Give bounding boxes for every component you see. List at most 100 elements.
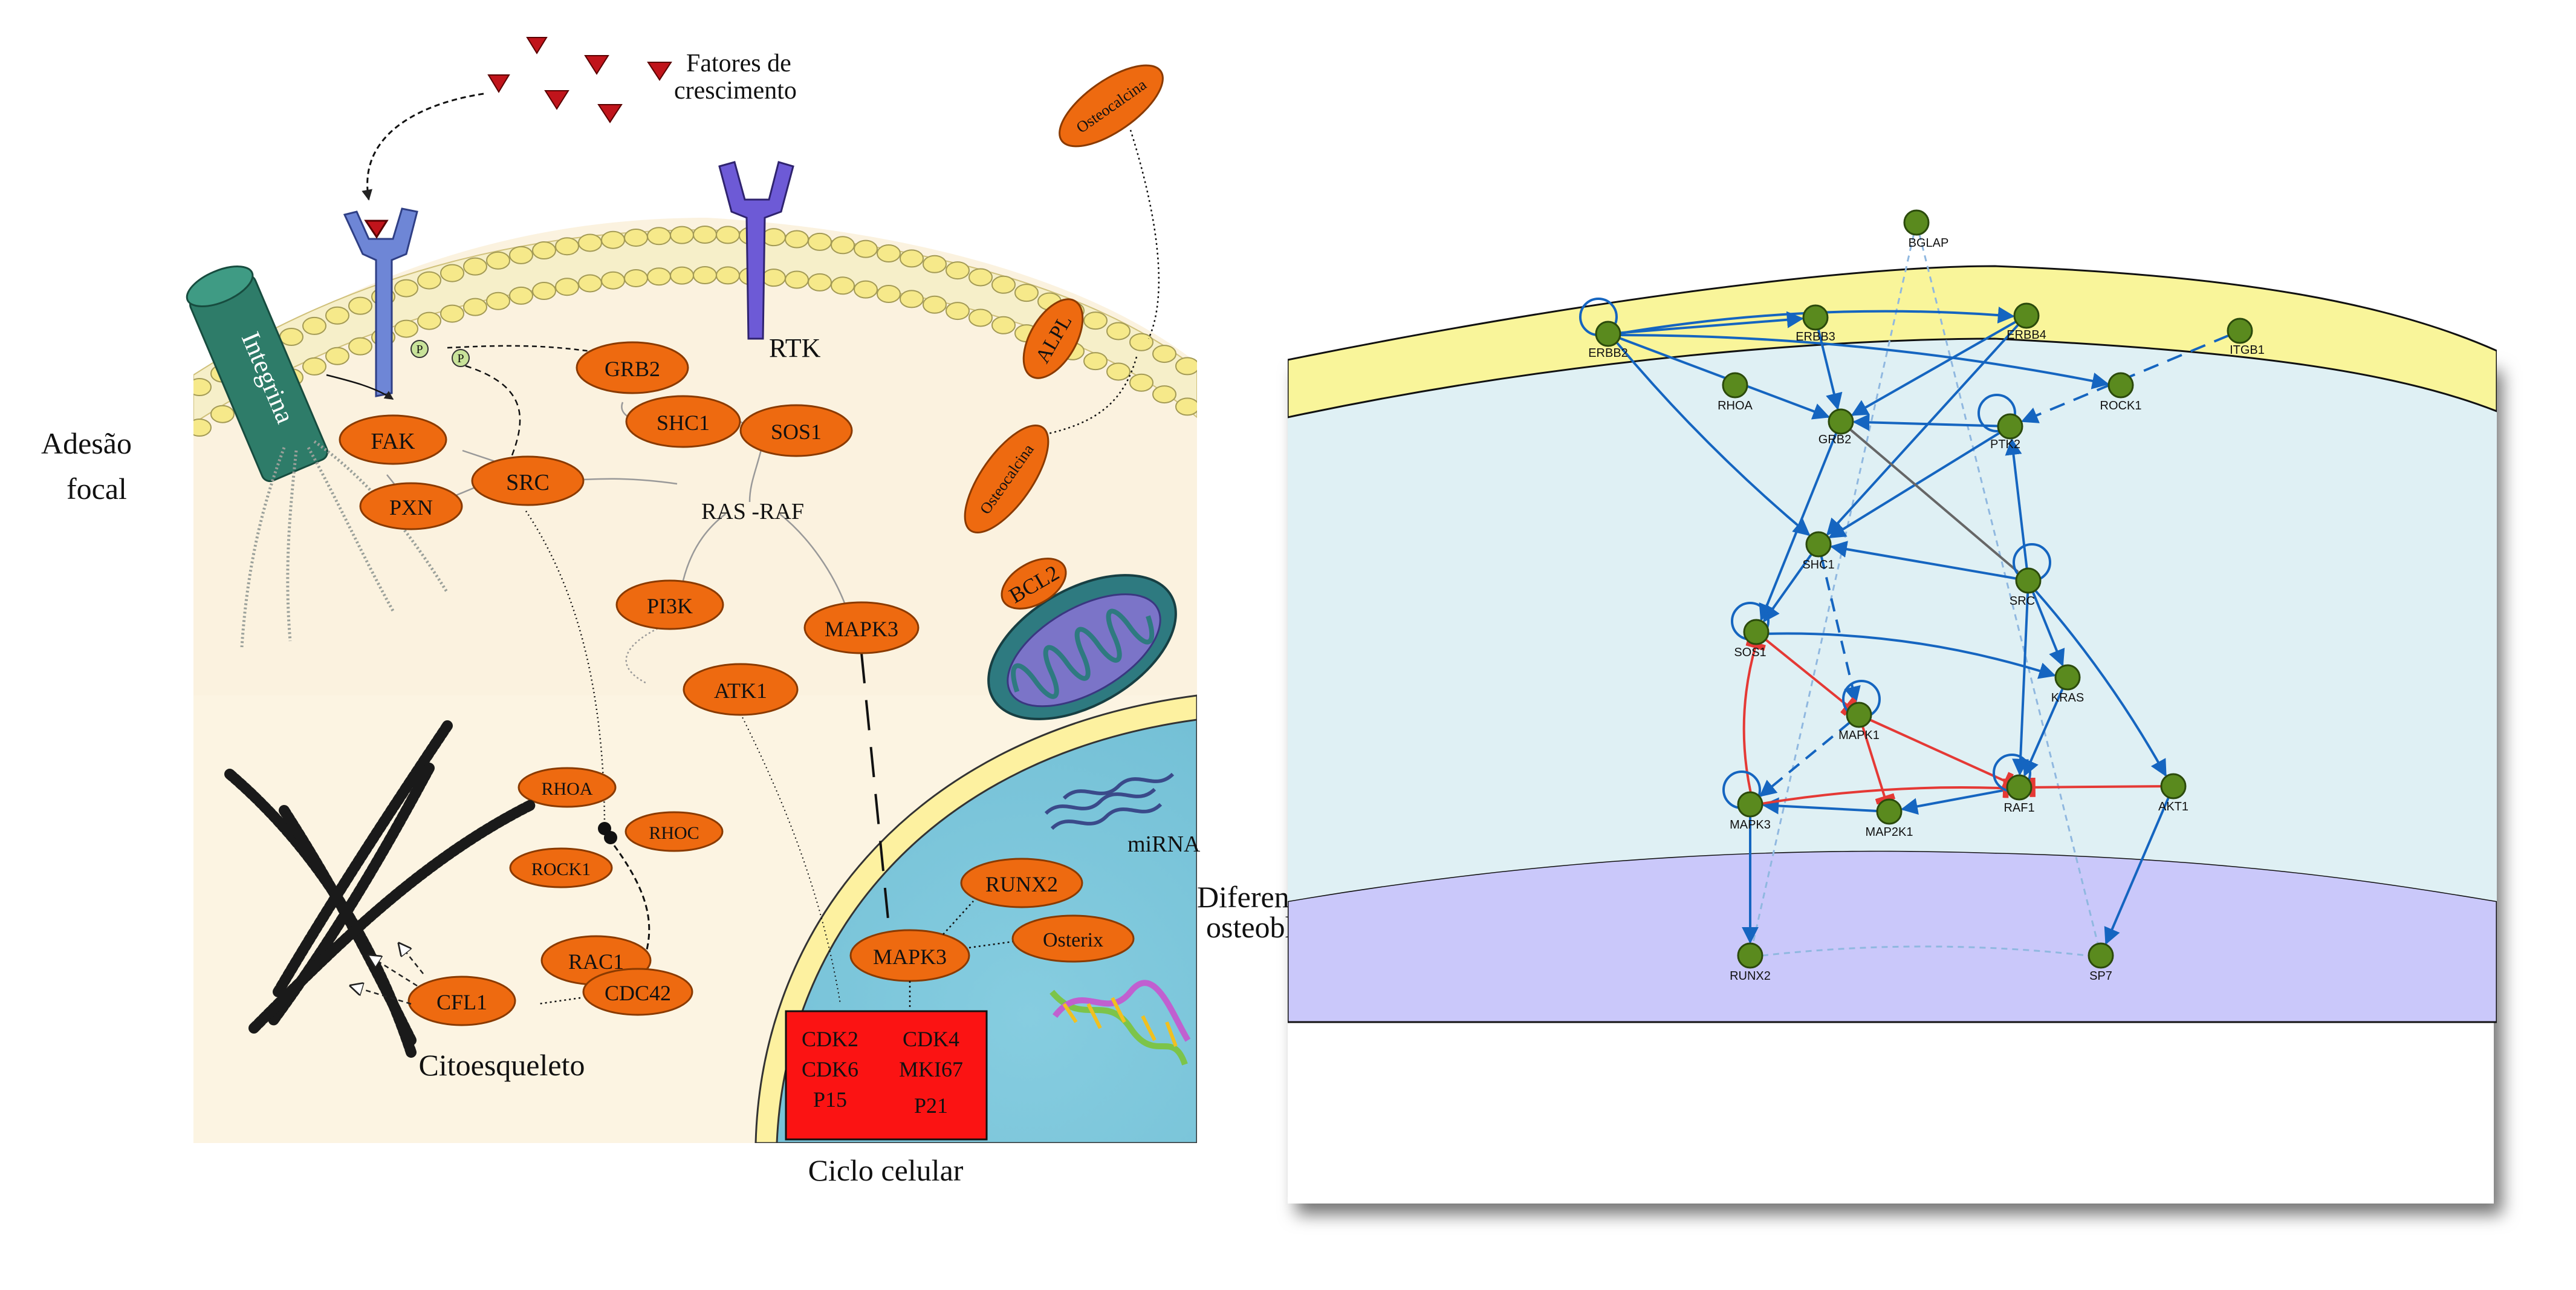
node-shc1: SHC1 (657, 411, 710, 435)
net-node-dot (1828, 408, 1854, 435)
growth-factor-receptor (343, 207, 418, 397)
net-node-grb2: GRB2 (1818, 408, 1854, 446)
edge-grb2-src (1849, 428, 2019, 573)
net-node-label: SHC1 (1802, 558, 1834, 572)
edge-src-ptk2 (2005, 438, 2028, 569)
cdk4: CDK4 (903, 1027, 959, 1051)
node-mapk3-nuc: MAPK3 (873, 945, 947, 969)
net-node-itgb1: ITGB1 (2227, 318, 2265, 357)
net-node-shc1: SHC1 (1802, 531, 1835, 572)
net-node-dot (2107, 372, 2134, 399)
net-node-src: SRC (2010, 567, 2042, 608)
net-node-dot (1737, 791, 1763, 818)
rtk-receptor (718, 161, 794, 340)
net-node-label: RUNX2 (1730, 969, 1771, 983)
p21: P21 (914, 1093, 948, 1118)
net-node-dot (2006, 774, 2033, 801)
net-node-label: BGLAP (1909, 236, 1949, 250)
net-node-label: ITGB1 (2230, 344, 2265, 357)
node-atk1: ATK1 (714, 679, 767, 703)
edge-src-shc1 (1829, 541, 2017, 580)
edge-src-kras (2031, 591, 2065, 667)
net-node-label: GRB2 (1818, 433, 1851, 446)
edge-runx2-sp7 (1762, 945, 2088, 957)
net-node-dot (1805, 531, 1832, 558)
node-rhoc: RHOC (649, 823, 699, 843)
growth-factors (487, 37, 672, 123)
edge-map2k1-mapk3 (1762, 797, 1878, 815)
edge-erbb3-grb2 (1817, 328, 1843, 411)
net-node-label: AKT1 (2158, 800, 2188, 813)
signal-nodes: FAK PXN SRC GRB2 SHC1 SOS1 RAS -RAF PI3K… (339, 341, 1135, 1026)
net-node-akt1: AKT1 (2158, 773, 2188, 813)
node-runx2: RUNX2 (985, 872, 1058, 896)
net-node-dot (1743, 619, 1770, 645)
net-node-dot (1876, 798, 1903, 825)
node-grb2: GRB2 (605, 357, 660, 381)
mirna-strands (1044, 772, 1175, 830)
cell-illustration: Fatores de crescimento P P RTK Integrina (41, 37, 1366, 1187)
cell-cycle-label: Ciclo celular (808, 1153, 964, 1187)
net-node-label: MAPK3 (1730, 818, 1771, 832)
net-node-label: ERBB4 (2007, 328, 2046, 342)
rtk-label: RTK (769, 333, 821, 363)
edge-akt1-raf1 (2029, 777, 2162, 797)
edge-grb2-sos1 (1759, 432, 1838, 622)
net-node-raf1: RAF1 (2003, 774, 2035, 815)
edge-erbb2-grb2 (1619, 337, 1831, 420)
edge-ptk2-grb2 (1852, 414, 1999, 431)
edge-mapk1-map2k1 (1861, 726, 1896, 805)
node-pxn: PXN (389, 495, 433, 520)
mki67: MKI67 (899, 1057, 963, 1081)
cytoskeleton-label: Citoesqueleto (419, 1048, 585, 1082)
net-node-map2k1: MAP2K1 (1866, 798, 1913, 839)
net-node-ptk2: PTK2 (1990, 413, 2023, 451)
node-src: SRC (506, 470, 550, 495)
net-node-dot (1997, 413, 2023, 440)
net-node-dot (2160, 773, 2187, 800)
edge-src-akt1 (2034, 590, 2167, 777)
edge-shc1-sos1 (1763, 553, 1813, 623)
net-node-kras: KRAS (2051, 664, 2084, 705)
node-fak: FAK (371, 429, 415, 454)
net-node-erbb3: ERBB3 (1796, 304, 1835, 344)
net-node-dot (2088, 942, 2114, 969)
edge-bglap-sp7 (1918, 234, 2099, 943)
edge-akt1-sp7 (2104, 796, 2170, 945)
net-node-dot (2054, 664, 2081, 691)
net-node-sos1: SOS1 (1734, 619, 1770, 659)
node-mapk3-cyto: MAPK3 (825, 617, 898, 641)
net-node-dot (1595, 321, 1621, 347)
net-node-erbb2: ERBB2 (1588, 321, 1628, 360)
growth-factors-label-1: Fatores de (686, 50, 791, 77)
net-node-runx2: RUNX2 (1730, 942, 1771, 983)
node-osterix: Osterix (1043, 929, 1103, 951)
mirna-label: miRNA (1127, 832, 1201, 857)
edge-erbb2-rock1 (1620, 333, 2109, 389)
edge-erbb2-shc1 (1615, 341, 1811, 536)
net-node-dot (1846, 702, 1872, 728)
node-cdc42: CDC42 (605, 981, 671, 1005)
edge-sos1-kras (1768, 632, 2056, 679)
net-node-dot (2227, 318, 2253, 344)
net-node-sp7: SP7 (2088, 942, 2114, 983)
edge-erbb4-grb2 (1851, 321, 2017, 416)
node-rac1: RAC1 (568, 950, 624, 974)
net-node-dot (1802, 304, 1829, 331)
growth-factors-label-2: crescimento (674, 77, 797, 105)
net-node-mapk3: MAPK3 (1730, 791, 1771, 832)
focal-adhesion-label-2: focal (67, 472, 127, 506)
net-node-label: ERBB3 (1796, 330, 1835, 344)
net-node-dot (2013, 302, 2040, 329)
net-node-label: SP7 (2089, 969, 2112, 983)
phospho-1: P (416, 343, 423, 356)
net-node-dot (1737, 942, 1763, 969)
net-node-label: ROCK1 (2100, 399, 2142, 412)
net-node-label: MAPK1 (1838, 729, 1880, 742)
edge-mapk1-raf1 (1869, 718, 2014, 792)
edge-src-raf1 (2012, 592, 2029, 776)
ras-raf-label: RAS -RAF (701, 499, 804, 524)
net-node-label: PTK2 (1990, 438, 2020, 451)
net-node-dot (1722, 372, 1748, 399)
